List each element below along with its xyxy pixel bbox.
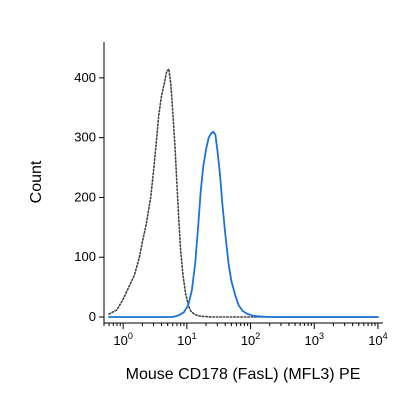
x-tick-exponent: 4 bbox=[383, 331, 388, 341]
x-tick-label: 100 bbox=[113, 331, 132, 348]
x-tick-base: 10 bbox=[305, 333, 319, 348]
x-tick-label: 103 bbox=[305, 331, 324, 348]
y-axis-ticks: 0 100 200 300 400 bbox=[74, 70, 104, 324]
x-tick-exponent: 2 bbox=[255, 331, 260, 341]
x-tick-label: 104 bbox=[368, 331, 387, 348]
x-tick-exponent: 1 bbox=[192, 331, 197, 341]
x-tick-base: 10 bbox=[113, 333, 127, 348]
x-tick-label: 101 bbox=[177, 331, 196, 348]
plot-area bbox=[103, 42, 383, 324]
x-tick-base: 10 bbox=[177, 333, 191, 348]
control-histogram-line bbox=[108, 68, 379, 318]
x-tick-base: 10 bbox=[241, 333, 255, 348]
y-tick-label: 0 bbox=[89, 309, 96, 324]
x-tick-base: 10 bbox=[368, 333, 382, 348]
x-tick-exponent: 3 bbox=[319, 331, 324, 341]
y-tick-label: 200 bbox=[74, 189, 96, 204]
series-layer bbox=[108, 68, 379, 318]
y-tick-label: 300 bbox=[74, 130, 96, 145]
stained-histogram-line bbox=[108, 130, 379, 318]
x-tick-exponent: 0 bbox=[128, 331, 133, 341]
x-axis-ticks: 100 101 102 103 104 bbox=[103, 323, 388, 348]
y-tick-label: 400 bbox=[74, 70, 96, 85]
y-tick-label: 100 bbox=[74, 249, 96, 264]
x-tick-label: 102 bbox=[241, 331, 260, 348]
y-axis-title: Count bbox=[28, 160, 45, 203]
x-axis-title: Mouse CD178 (FasL) (MFL3) PE bbox=[126, 366, 361, 383]
